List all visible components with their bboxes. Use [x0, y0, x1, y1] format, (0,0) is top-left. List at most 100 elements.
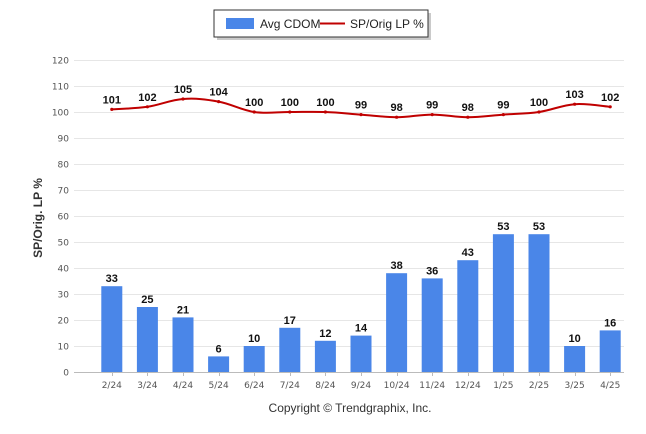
line-point-9-24 [359, 113, 363, 117]
x-tick-label: 3/24 [137, 381, 157, 391]
bar-6-24 [243, 346, 265, 372]
bar-8-24 [314, 340, 336, 372]
y-tick-label: 40 [58, 265, 70, 275]
line-point-4-24 [181, 97, 185, 101]
x-tick-label: 2/24 [102, 381, 122, 391]
bar-3-25 [564, 346, 586, 372]
line-point-7-24 [288, 110, 292, 114]
line-label: 103 [565, 89, 583, 101]
x-tick-label: 11/24 [419, 381, 445, 391]
bar-label: 14 [355, 323, 368, 335]
line-label: 98 [390, 102, 402, 114]
y-tick-label: 70 [58, 187, 70, 197]
line-label: 100 [530, 97, 548, 109]
bar-4-24 [172, 317, 194, 372]
bar-label: 16 [604, 317, 616, 329]
bar-label: 25 [141, 294, 153, 306]
x-tick-label: 8/24 [315, 381, 335, 391]
line-point-5-24 [217, 100, 221, 104]
x-tick-label: 4/24 [173, 381, 193, 391]
y-tick-label: 20 [58, 317, 70, 327]
line-label: 100 [245, 97, 263, 109]
bar-label: 43 [462, 247, 474, 259]
x-tick-label: 4/25 [600, 381, 620, 391]
x-tick-label: 2/25 [529, 381, 549, 391]
y-axis-title: SP/Orig. LP % [31, 178, 45, 258]
bar-label: 12 [319, 328, 331, 340]
x-tick-label: 9/24 [351, 381, 371, 391]
line-point-3-24 [145, 105, 149, 109]
bar-label: 21 [177, 304, 189, 316]
x-axis-ticks: 2/24 3/24 4/24 5/24 6/24 7/24 8/24 9/24 10/24 11/… [102, 372, 620, 391]
bar-10-24 [386, 273, 408, 372]
y-tick-label: 90 [58, 135, 70, 145]
line-point-8-24 [323, 110, 327, 114]
bar-2-24 [101, 286, 123, 372]
bar-label: 17 [284, 315, 296, 327]
line-series-sp-orig-lp [110, 97, 612, 119]
y-tick-label: 50 [58, 239, 70, 249]
bar-label: 53 [497, 221, 509, 233]
bar-3-24 [136, 307, 158, 372]
legend[interactable]: Avg CDOM SP/Orig LP % [213, 9, 431, 40]
x-tick-label: 12/24 [455, 381, 481, 391]
line-label: 101 [103, 94, 121, 106]
bar-11-24 [421, 278, 443, 372]
line-point-2-24 [110, 107, 114, 111]
legend-label-sp-orig-lp: SP/Orig LP % [350, 17, 424, 31]
line-point-3-25 [573, 102, 577, 106]
line-point-4-25 [608, 105, 612, 109]
line-label: 102 [138, 92, 156, 104]
line-label: 100 [316, 97, 334, 109]
y-tick-label: 80 [58, 161, 70, 171]
y-tick-label: 100 [52, 109, 69, 119]
y-tick-label: 0 [63, 369, 69, 379]
y-tick-label: 30 [58, 291, 70, 301]
y-tick-label: 10 [58, 343, 70, 353]
line-label: 99 [426, 100, 438, 112]
y-tick-label: 60 [58, 213, 70, 223]
line-label: 104 [209, 87, 228, 99]
copyright-footer: Copyright © Trendgraphix, Inc. [269, 401, 432, 415]
x-tick-label: 6/24 [244, 381, 264, 391]
line-label: 102 [601, 92, 619, 104]
line-label: 100 [281, 97, 299, 109]
bar-series-avg-cdom [101, 234, 621, 372]
y-axis-ticks: 0 10 20 30 40 50 60 70 80 90 100 110 120 [52, 57, 69, 379]
bar-label: 33 [106, 273, 118, 285]
bar-data-labels: 33 25 21 6 10 17 12 14 38 36 43 53 53 10 16 [106, 221, 617, 355]
line-point-2-25 [537, 110, 541, 114]
legend-swatch-avg-cdom [226, 18, 254, 29]
line-data-labels: 101 102 105 104 100 100 100 99 98 99 98 99 100 103 102 [103, 84, 620, 114]
bar-12-24 [457, 260, 479, 372]
x-tick-label: 3/25 [564, 381, 584, 391]
bar-label: 53 [533, 221, 545, 233]
y-tick-label: 120 [52, 57, 69, 67]
x-tick-label: 1/25 [493, 381, 513, 391]
line-label: 98 [462, 102, 474, 114]
x-tick-label: 10/24 [384, 381, 410, 391]
y-tick-label: 110 [52, 83, 69, 93]
line-point-10-24 [395, 115, 399, 119]
bar-label: 36 [426, 265, 438, 277]
line-point-1-25 [501, 113, 505, 117]
bar-1-25 [492, 234, 514, 372]
legend-label-avg-cdom: Avg CDOM [260, 17, 320, 31]
bar-label: 10 [248, 333, 260, 345]
bar-7-24 [279, 327, 301, 372]
bar-2-25 [528, 234, 550, 372]
bar-label: 38 [390, 260, 402, 272]
line-label: 99 [355, 100, 367, 112]
line-point-6-24 [252, 110, 256, 114]
bar-label: 6 [216, 343, 222, 355]
bar-5-24 [208, 356, 230, 372]
line-point-12-24 [466, 115, 470, 119]
line-point-11-24 [430, 113, 434, 117]
x-tick-label: 7/24 [280, 381, 300, 391]
x-tick-label: 5/24 [208, 381, 228, 391]
bar-9-24 [350, 335, 372, 372]
bar-4-25 [599, 330, 621, 372]
line-label: 105 [174, 84, 192, 96]
bar-label: 10 [568, 333, 580, 345]
